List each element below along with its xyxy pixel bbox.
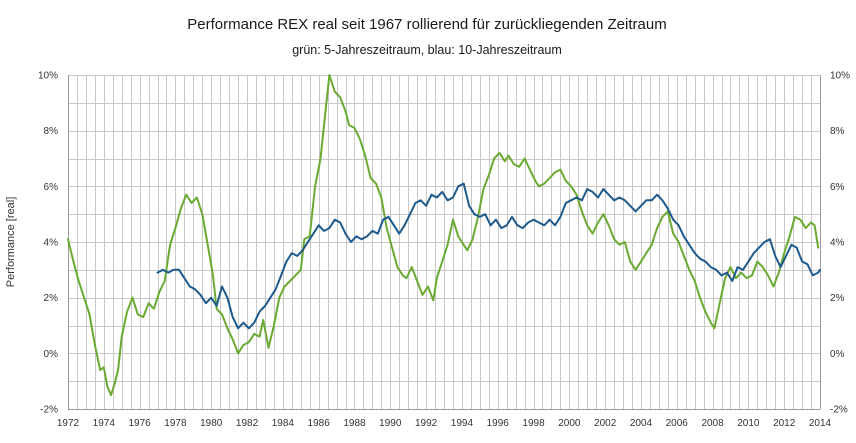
x-tick-label: 1998 [522,418,545,429]
x-tick-label: 2012 [773,418,796,429]
y-tick-label-left: 10% [38,71,58,82]
y-tick-label-left: 8% [44,126,59,137]
y-axis-label: Performance [real] [5,197,17,287]
x-tick-label: 2006 [666,418,689,429]
x-tick-label: 2010 [737,418,760,429]
y-tick-label-right: 10% [830,71,850,82]
y-tick-label-right: 6% [830,182,845,193]
tick-labels: 1972 1974 1976 1978 1980 1982 1984 1986 1988 1990… [38,71,850,430]
x-tick-label: 1990 [379,418,402,429]
y-tick-label-left: 2% [44,293,59,304]
x-tick-label: 2004 [630,418,653,429]
x-tick-label: 1992 [415,418,438,429]
y-tick-label-right: 4% [830,238,845,249]
x-tick-label: 2008 [701,418,724,429]
y-tick-label-left: -2% [40,405,58,416]
series [67,74,821,397]
x-tick-label: 1978 [164,418,187,429]
x-tick-label: 1972 [57,418,80,429]
x-tick-label: 1988 [343,418,366,429]
x-tick-label: 1984 [272,418,295,429]
x-tick-label: 2000 [558,418,581,429]
chart-subtitle: grün: 5-Jahreszeitraum, blau: 10-Jahresz… [292,43,562,57]
y-tick-label-left: 0% [44,349,59,360]
x-tick-label: 1994 [451,418,474,429]
x-tick-label: 2002 [594,418,617,429]
y-tick-label-right: 0% [830,349,845,360]
x-tick-label: 1996 [487,418,510,429]
x-tick-label: 1980 [200,418,223,429]
y-tick-label-right: 2% [830,293,845,304]
grid [68,75,821,410]
x-tick-label: 1986 [308,418,331,429]
x-tick-label: 2014 [809,418,832,429]
y-tick-label-right: 8% [830,126,845,137]
series-line-5-jahre [67,74,820,397]
x-tick-label: 1974 [93,418,116,429]
x-tick-label: 1976 [128,418,151,429]
x-tick-label: 1982 [236,418,259,429]
series-line-10-jahre [156,182,821,330]
y-tick-label-right: -2% [830,405,848,416]
y-tick-label-left: 6% [44,182,59,193]
y-tick-label-left: 4% [44,238,59,249]
chart-title: Performance REX real seit 1967 rollieren… [187,16,666,33]
